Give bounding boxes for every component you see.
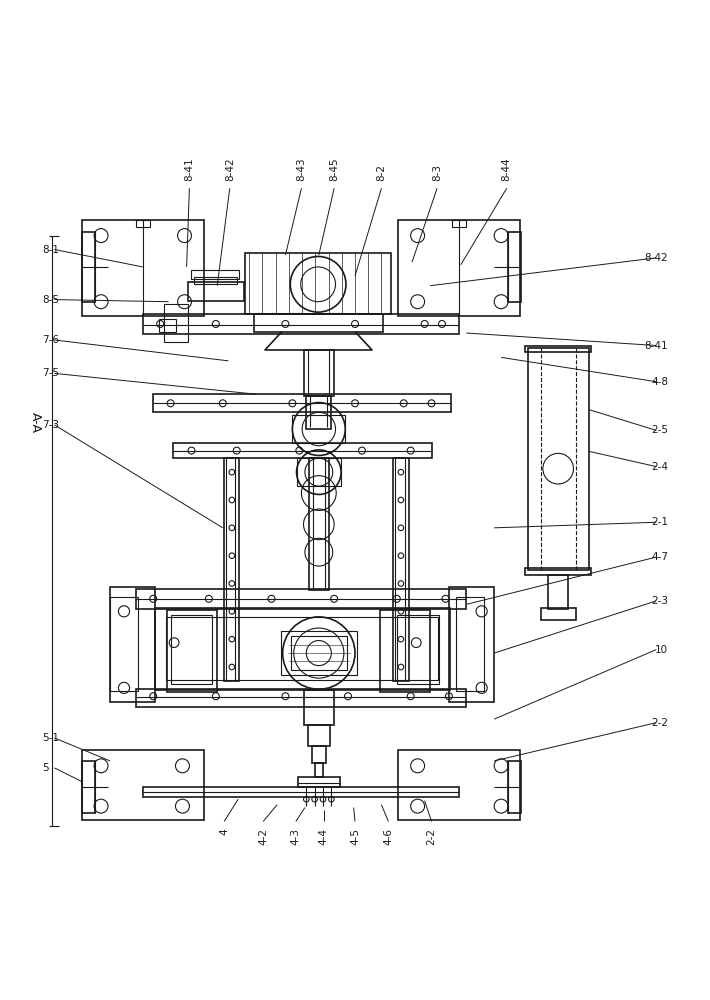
Bar <box>525 346 591 352</box>
Bar <box>508 232 520 302</box>
Bar <box>280 631 357 675</box>
Bar <box>188 282 244 301</box>
Text: 4-7: 4-7 <box>651 552 668 562</box>
Text: 2-2: 2-2 <box>427 828 437 845</box>
Bar <box>525 568 591 575</box>
Bar <box>398 750 520 820</box>
Bar <box>143 314 459 334</box>
Bar <box>297 458 341 486</box>
Text: A-A: A-A <box>28 412 41 433</box>
Text: 5-1: 5-1 <box>42 733 59 743</box>
Bar <box>254 314 383 332</box>
Bar <box>452 220 466 227</box>
Bar <box>167 610 217 692</box>
Bar <box>291 636 346 670</box>
Bar <box>165 617 439 680</box>
Bar <box>303 350 334 396</box>
Bar <box>136 689 466 707</box>
Bar <box>542 608 577 620</box>
Bar <box>449 587 494 702</box>
Text: 4-5: 4-5 <box>350 828 360 845</box>
Text: 8-43: 8-43 <box>296 158 307 181</box>
Bar <box>192 270 239 279</box>
Bar <box>398 220 520 316</box>
Bar <box>143 787 459 797</box>
Bar <box>306 396 332 429</box>
Bar <box>159 319 176 332</box>
Text: 7-6: 7-6 <box>42 335 59 345</box>
Bar <box>155 608 450 690</box>
Text: 7-5: 7-5 <box>42 368 59 378</box>
Bar <box>224 458 239 681</box>
Text: 8-41: 8-41 <box>185 158 195 181</box>
Bar <box>136 589 466 609</box>
Bar <box>173 443 432 458</box>
Bar <box>170 615 212 684</box>
Bar <box>298 777 339 787</box>
Text: 2-5: 2-5 <box>651 425 668 435</box>
Bar <box>293 415 345 443</box>
Bar <box>82 761 94 813</box>
Bar <box>110 597 138 691</box>
Bar <box>307 725 330 746</box>
Text: 8-41: 8-41 <box>645 341 668 351</box>
Bar <box>456 597 484 691</box>
Text: 8-45: 8-45 <box>329 158 339 181</box>
Bar <box>508 761 520 813</box>
Text: 4-3: 4-3 <box>291 828 301 845</box>
Bar <box>303 690 334 725</box>
Bar <box>136 220 150 227</box>
Bar <box>528 348 589 570</box>
Text: 4-6: 4-6 <box>383 828 393 845</box>
Text: 4-8: 4-8 <box>651 377 668 387</box>
Text: 8-42: 8-42 <box>225 158 235 181</box>
Text: 2-4: 2-4 <box>651 462 668 472</box>
Text: 2-1: 2-1 <box>651 517 668 527</box>
Bar <box>163 304 188 342</box>
Text: 4-2: 4-2 <box>258 828 268 845</box>
Text: 8-42: 8-42 <box>645 253 668 263</box>
Bar <box>110 587 155 702</box>
Text: 8-3: 8-3 <box>432 164 442 181</box>
Text: 10: 10 <box>655 645 668 655</box>
Text: 8-5: 8-5 <box>42 295 59 305</box>
Bar <box>309 458 329 590</box>
Text: 8-2: 8-2 <box>376 164 386 181</box>
Bar <box>194 277 236 284</box>
Text: 2-2: 2-2 <box>651 718 668 728</box>
Bar <box>82 232 94 302</box>
Bar <box>398 615 439 684</box>
Bar <box>82 750 204 820</box>
Bar <box>245 253 391 314</box>
Text: 8-1: 8-1 <box>42 245 59 255</box>
Text: 7-3: 7-3 <box>42 420 59 430</box>
Bar <box>82 220 204 316</box>
Bar <box>312 746 326 763</box>
Bar <box>380 610 430 692</box>
Text: 2-3: 2-3 <box>651 596 668 606</box>
Text: 4-4: 4-4 <box>319 828 329 845</box>
Text: 4: 4 <box>219 828 229 835</box>
Text: 5: 5 <box>42 763 48 773</box>
Bar <box>315 763 323 777</box>
Bar <box>153 394 451 412</box>
Bar <box>548 575 568 609</box>
Text: 8-44: 8-44 <box>502 158 512 181</box>
Bar <box>393 458 408 681</box>
